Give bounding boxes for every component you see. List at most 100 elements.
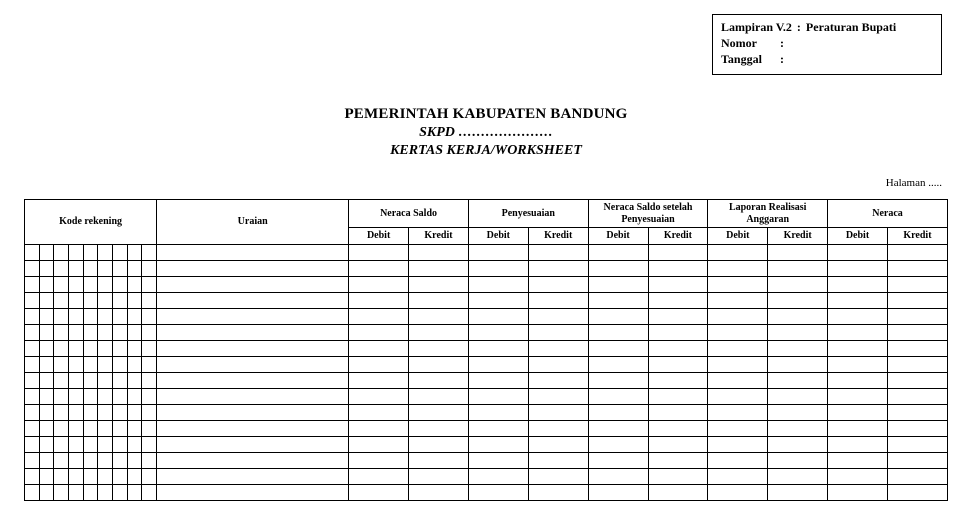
table-cell (25, 340, 40, 356)
table-row (25, 324, 948, 340)
table-cell (113, 308, 128, 324)
table-cell (588, 292, 648, 308)
table-cell (25, 308, 40, 324)
table-cell (768, 308, 828, 324)
table-cell (588, 452, 648, 468)
table-cell (25, 436, 40, 452)
col-group-2-debit: Debit (588, 228, 648, 245)
table-cell (887, 372, 947, 388)
document-header: PEMERINTAH KABUPATEN BANDUNG SKPD ......… (24, 106, 948, 159)
table-cell (528, 292, 588, 308)
table-cell (113, 484, 128, 500)
table-cell (468, 292, 528, 308)
table-cell (828, 324, 888, 340)
table-cell (142, 372, 157, 388)
table-cell (54, 324, 69, 340)
table-cell (887, 244, 947, 260)
table-cell (25, 388, 40, 404)
col-group-3-kredit: Kredit (768, 228, 828, 245)
table-cell (528, 260, 588, 276)
table-cell (113, 372, 128, 388)
col-group-1: Penyesuaian (468, 200, 588, 228)
table-cell (54, 436, 69, 452)
col-group-0-kredit: Kredit (409, 228, 469, 245)
table-cell (648, 260, 708, 276)
table-cell (39, 404, 54, 420)
table-cell (349, 308, 409, 324)
table-row (25, 420, 948, 436)
table-cell (54, 372, 69, 388)
table-cell (54, 356, 69, 372)
table-cell (157, 420, 349, 436)
table-cell (528, 468, 588, 484)
col-uraian: Uraian (157, 200, 349, 245)
table-cell (349, 452, 409, 468)
table-cell (83, 324, 98, 340)
table-cell (142, 308, 157, 324)
table-cell (54, 276, 69, 292)
table-cell (468, 244, 528, 260)
table-cell (528, 484, 588, 500)
table-cell (349, 436, 409, 452)
table-cell (588, 484, 648, 500)
table-cell (157, 372, 349, 388)
table-cell (648, 276, 708, 292)
table-cell (409, 388, 469, 404)
attachment-value-1: Peraturan Bupati (806, 20, 896, 34)
table-cell (69, 404, 84, 420)
table-cell (887, 340, 947, 356)
table-cell (25, 452, 40, 468)
table-row (25, 468, 948, 484)
table-cell (127, 372, 142, 388)
table-cell (409, 484, 469, 500)
table-cell (409, 420, 469, 436)
table-cell (39, 484, 54, 500)
table-cell (468, 420, 528, 436)
table-cell (69, 340, 84, 356)
attachment-line-3: Tanggal : (721, 51, 931, 67)
table-cell (39, 420, 54, 436)
table-cell (83, 420, 98, 436)
header-line-1: PEMERINTAH KABUPATEN BANDUNG (24, 106, 948, 123)
table-cell (98, 356, 113, 372)
table-cell (528, 340, 588, 356)
table-cell (69, 452, 84, 468)
table-cell (528, 420, 588, 436)
table-cell (349, 484, 409, 500)
table-cell (708, 276, 768, 292)
table-cell (588, 324, 648, 340)
table-cell (25, 276, 40, 292)
table-cell (349, 260, 409, 276)
col-kode-rekening: Kode rekening (25, 200, 157, 245)
col-group-4-debit: Debit (828, 228, 888, 245)
table-cell (828, 244, 888, 260)
table-cell (588, 308, 648, 324)
table-cell (127, 404, 142, 420)
table-cell (349, 372, 409, 388)
table-cell (39, 468, 54, 484)
table-cell (157, 244, 349, 260)
table-cell (648, 484, 708, 500)
table-cell (127, 260, 142, 276)
header-skpd-label: SKPD (419, 125, 455, 140)
table-cell (25, 356, 40, 372)
table-cell (69, 484, 84, 500)
table-cell (83, 356, 98, 372)
table-cell (157, 308, 349, 324)
table-cell (768, 484, 828, 500)
table-cell (409, 292, 469, 308)
attachment-label-3: Tanggal (721, 51, 775, 67)
table-cell (113, 452, 128, 468)
table-cell (588, 372, 648, 388)
table-cell (69, 308, 84, 324)
table-cell (142, 436, 157, 452)
table-cell (588, 244, 648, 260)
table-cell (98, 340, 113, 356)
table-cell (887, 260, 947, 276)
table-cell (25, 324, 40, 340)
table-cell (887, 436, 947, 452)
table-cell (708, 388, 768, 404)
table-cell (828, 388, 888, 404)
table-row (25, 388, 948, 404)
table-cell (127, 340, 142, 356)
